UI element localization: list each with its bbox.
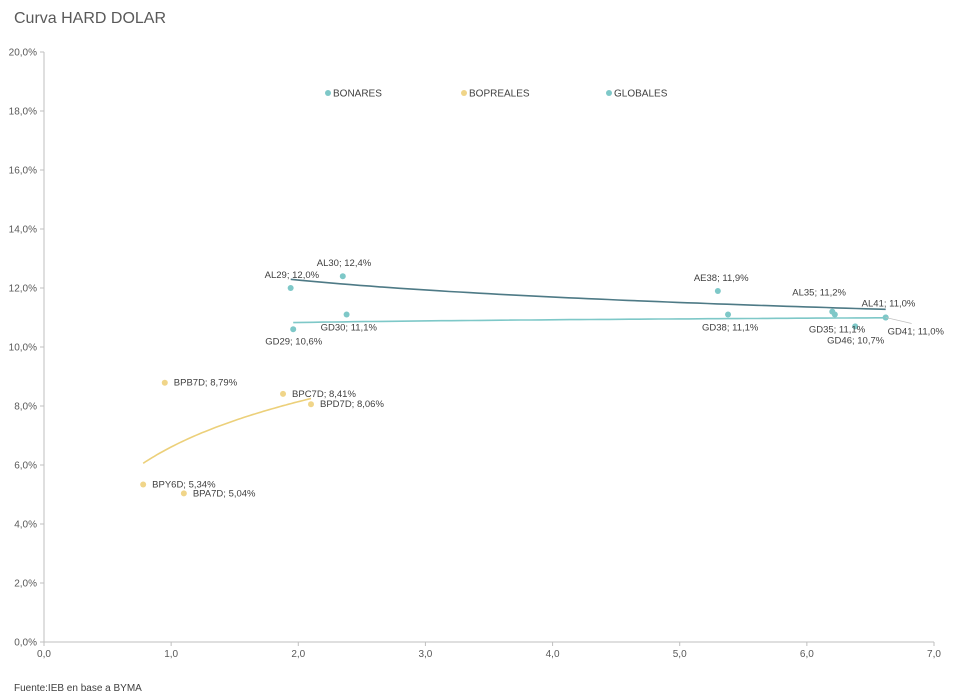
- point-gd38: [725, 311, 732, 318]
- point-label-bpa7d: BPA7D; 5,04%: [193, 488, 256, 499]
- point-bpa7d: [180, 490, 187, 497]
- point-bpy6d: [140, 481, 147, 488]
- trend-lines: [142, 278, 886, 464]
- y-tick-label: 20,0%: [9, 48, 37, 59]
- x-tick-label: 2,0: [291, 649, 305, 660]
- x-tick-label: 5,0: [673, 649, 687, 660]
- point-gd30: [343, 311, 350, 318]
- legend: BONARES BOPREALES GLOBALES: [325, 89, 668, 100]
- y-tick-label: 2,0%: [14, 579, 37, 590]
- y-tick-label: 18,0%: [9, 107, 37, 118]
- legend-marker-globales: [606, 90, 612, 96]
- point-label-bpc7d: BPC7D; 8,41%: [292, 389, 356, 400]
- point-al30: [339, 273, 346, 280]
- chart-title: Curva HARD DOLAR: [14, 10, 167, 27]
- point-label-gd35: GD35; 11,1%: [809, 325, 866, 336]
- x-tick-label: 3,0: [418, 649, 432, 660]
- point-label-bpy6d: BPY6D; 5,34%: [152, 479, 216, 490]
- point-label-al30: AL30; 12,4%: [317, 258, 372, 269]
- point-gd46: [852, 323, 859, 330]
- x-tick-label: 6,0: [800, 649, 814, 660]
- source-note: Fuente:IEB en base a BYMA: [14, 683, 142, 694]
- y-tick-label: 6,0%: [14, 461, 37, 472]
- y-tick-label: 4,0%: [14, 520, 37, 531]
- legend-label-bonares: BONARES: [333, 89, 382, 100]
- point-gd29: [290, 326, 297, 333]
- y-tick-label: 16,0%: [9, 166, 37, 177]
- point-label-gd38: GD38; 11,1%: [702, 323, 759, 334]
- point-label-al41: AL41; 11,0%: [862, 299, 916, 310]
- x-tick-label: 0,0: [37, 649, 51, 660]
- point-label-al35: AL35; 11,2%: [792, 288, 846, 299]
- trend-line-bopreales: [142, 397, 312, 464]
- point-label-bpb7d: BPB7D; 8,79%: [174, 378, 238, 389]
- legend-marker-bonares: [325, 90, 331, 96]
- legend-marker-bopreales: [461, 90, 467, 96]
- point-bpb7d: [161, 379, 168, 386]
- legend-label-bopreales: BOPREALES: [469, 89, 530, 100]
- y-tick-label: 14,0%: [9, 225, 37, 236]
- point-label-al29: AL29; 12,0%: [265, 270, 320, 281]
- y-tick-label: 12,0%: [9, 284, 37, 295]
- point-gd35: [831, 311, 838, 318]
- point-al29: [287, 285, 294, 291]
- point-bpd7d: [308, 401, 314, 408]
- x-tick-label: 4,0: [546, 649, 560, 660]
- trend-line-bonares: [290, 278, 886, 311]
- legend-label-globales: GLOBALES: [614, 89, 668, 100]
- point-bpc7d: [280, 390, 287, 397]
- x-tick-label: 1,0: [164, 649, 178, 660]
- y-tick-label: 10,0%: [9, 343, 37, 354]
- point-label-gd41: GD41; 11,0%: [888, 327, 945, 338]
- point-label-gd30: GD30; 11,1%: [321, 323, 378, 334]
- point-label-gd46: GD46; 10,7%: [827, 335, 885, 346]
- trend-line-globales: [293, 317, 886, 324]
- point-labels: AL29; 12,0%AL30; 12,4% AE38; 11,9% AL35; 1…: [152, 258, 944, 499]
- gd41-leader-line: [885, 317, 912, 324]
- x-tick-label: 7,0: [927, 649, 941, 660]
- point-label-gd29: GD29; 10,6%: [265, 336, 323, 347]
- point-label-bpd7d: BPD7D; 8,06%: [320, 399, 384, 410]
- point-label-ae38: AE38; 11,9%: [694, 273, 749, 284]
- point-ae38: [714, 287, 721, 294]
- y-tick-label: 0,0%: [14, 638, 37, 649]
- axes: 0,0% 2,0% 4,0% 6,0% 8,0% 10,0% 12,0% 14,0% 16,0%…: [9, 48, 942, 661]
- y-tick-label: 8,0%: [14, 402, 37, 413]
